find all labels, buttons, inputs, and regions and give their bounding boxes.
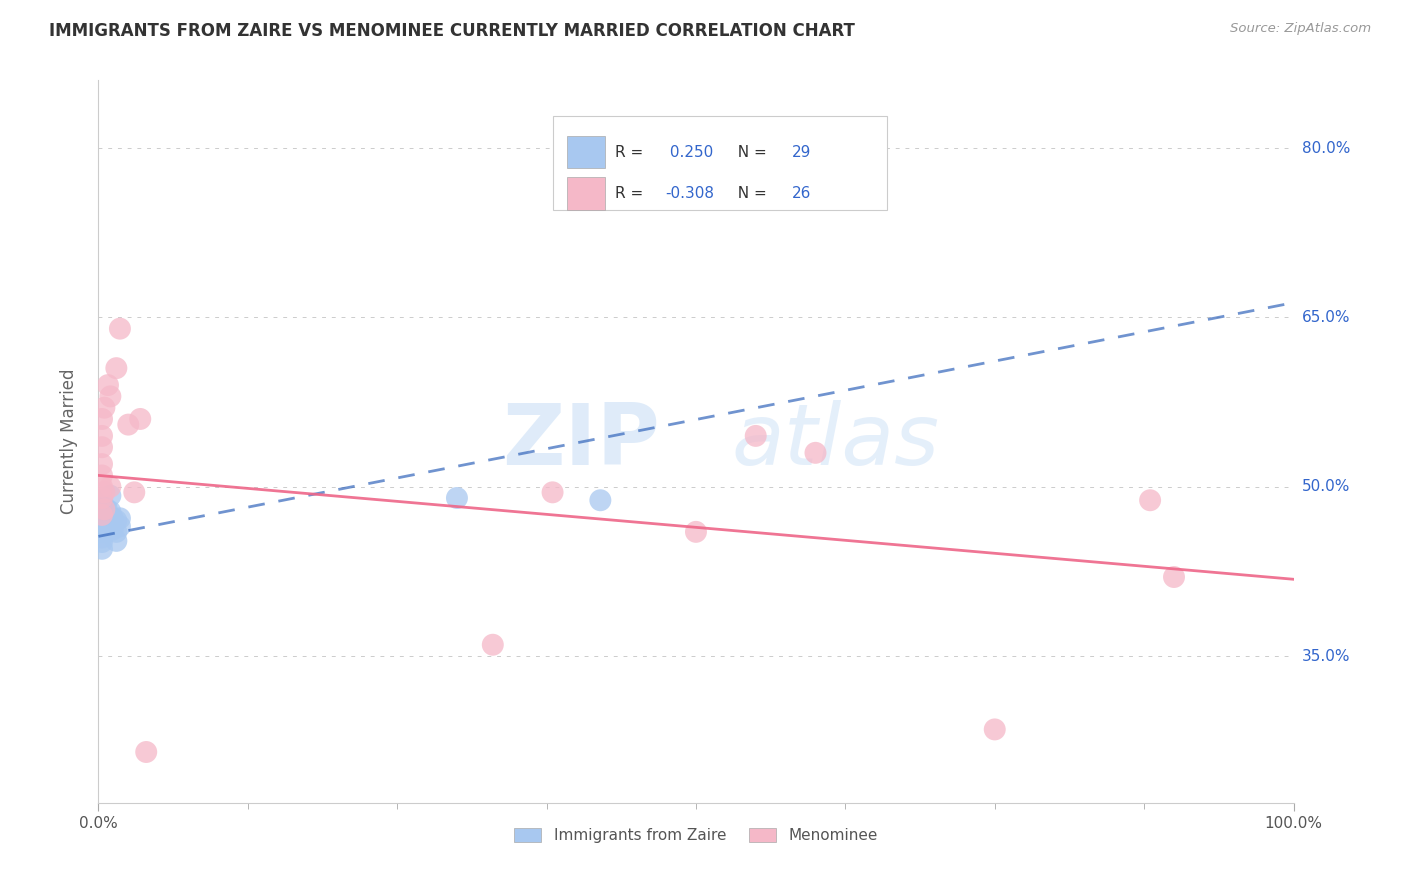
- Text: 26: 26: [792, 186, 811, 201]
- FancyBboxPatch shape: [553, 117, 887, 211]
- Point: [1163, 570, 1185, 584]
- Text: -0.308: -0.308: [665, 186, 714, 201]
- Point: [98, 504, 122, 518]
- Point: [108, 321, 131, 335]
- Point: [446, 491, 468, 505]
- Legend: Immigrants from Zaire, Menominee: Immigrants from Zaire, Menominee: [508, 822, 884, 849]
- Text: 29: 29: [792, 145, 811, 160]
- Point: [91, 508, 114, 522]
- Point: [93, 514, 115, 528]
- Text: IMMIGRANTS FROM ZAIRE VS MENOMINEE CURRENTLY MARRIED CORRELATION CHART: IMMIGRANTS FROM ZAIRE VS MENOMINEE CURRE…: [49, 22, 855, 40]
- Point: [135, 745, 157, 759]
- Point: [96, 511, 118, 525]
- Point: [589, 493, 612, 508]
- Point: [93, 502, 115, 516]
- Point: [93, 401, 115, 415]
- Point: [97, 378, 120, 392]
- Point: [98, 489, 122, 503]
- Text: 50.0%: 50.0%: [1302, 479, 1350, 494]
- Point: [91, 535, 114, 549]
- Point: [91, 519, 114, 533]
- Point: [1139, 493, 1161, 508]
- Point: [105, 514, 128, 528]
- Text: N =: N =: [728, 186, 772, 201]
- Point: [91, 457, 114, 471]
- Point: [91, 468, 114, 483]
- Text: 80.0%: 80.0%: [1302, 141, 1350, 155]
- Point: [91, 516, 114, 530]
- Text: 65.0%: 65.0%: [1302, 310, 1350, 325]
- Point: [91, 499, 114, 513]
- Point: [91, 541, 114, 556]
- Point: [91, 502, 114, 516]
- Point: [91, 507, 114, 521]
- Point: [91, 412, 114, 426]
- Y-axis label: Currently Married: Currently Married: [59, 368, 77, 515]
- Point: [93, 485, 115, 500]
- Text: 0.250: 0.250: [665, 145, 713, 160]
- Point: [124, 485, 146, 500]
- Text: ZIP: ZIP: [502, 400, 661, 483]
- Text: R =: R =: [614, 145, 648, 160]
- Point: [105, 524, 128, 539]
- Point: [91, 493, 114, 508]
- Point: [745, 429, 768, 443]
- Point: [105, 533, 128, 548]
- Point: [91, 480, 114, 494]
- Point: [101, 523, 124, 537]
- Point: [481, 638, 505, 652]
- Point: [91, 511, 114, 525]
- Point: [98, 389, 122, 403]
- Text: Source: ZipAtlas.com: Source: ZipAtlas.com: [1230, 22, 1371, 36]
- Text: 35.0%: 35.0%: [1302, 648, 1350, 664]
- Point: [804, 446, 827, 460]
- Point: [541, 485, 564, 500]
- Point: [93, 500, 115, 514]
- Point: [91, 491, 114, 505]
- Point: [108, 511, 131, 525]
- Point: [91, 429, 114, 443]
- Point: [98, 480, 122, 494]
- Point: [96, 502, 118, 516]
- Point: [117, 417, 139, 432]
- Point: [93, 508, 115, 522]
- Point: [91, 524, 114, 539]
- Point: [91, 531, 114, 545]
- Point: [91, 440, 114, 454]
- Point: [98, 514, 122, 528]
- Text: N =: N =: [728, 145, 772, 160]
- Point: [96, 519, 118, 533]
- Point: [129, 412, 152, 426]
- Point: [984, 723, 1007, 737]
- Text: R =: R =: [614, 186, 648, 201]
- Text: atlas: atlas: [733, 400, 939, 483]
- Point: [108, 519, 131, 533]
- Point: [105, 361, 128, 376]
- FancyBboxPatch shape: [567, 136, 605, 169]
- Point: [101, 511, 124, 525]
- Point: [685, 524, 707, 539]
- FancyBboxPatch shape: [567, 178, 605, 210]
